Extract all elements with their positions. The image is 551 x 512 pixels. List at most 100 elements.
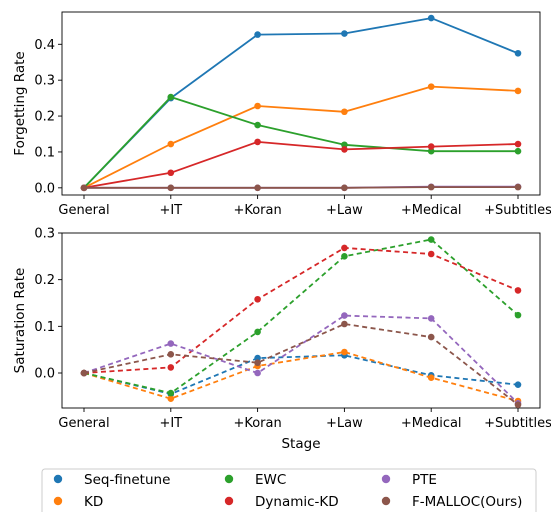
legend-marker: [381, 474, 391, 484]
data-point-seq-finetune: [341, 30, 348, 37]
y-axis-label: Saturation Rate: [12, 268, 28, 374]
legend-entry-ewc: EWC: [224, 472, 286, 488]
legend-entry-seq-finetune: Seq-finetune: [53, 472, 170, 488]
data-point-ewc: [341, 141, 348, 149]
data-point-dynamic-kd: [167, 169, 175, 177]
data-point-seq-finetune: [514, 49, 522, 57]
x-tick-label: General: [58, 203, 109, 218]
data-point-seq-finetune: [254, 31, 261, 38]
data-point-ewc: [427, 236, 435, 243]
x-tick-label: +Law: [326, 203, 363, 218]
y-tick-label: 0.2: [34, 110, 55, 125]
data-point-f-malloc-ours: [254, 184, 261, 192]
data-point-kd: [514, 87, 522, 95]
series-line-kd: [83, 351, 519, 402]
data-point-pte: [341, 312, 348, 319]
x-tick-label: +Koran: [233, 416, 281, 431]
data-point-kd: [167, 395, 175, 402]
series-kd: [80, 83, 522, 192]
data-point-kd: [427, 374, 435, 381]
series-line-seq-finetune: [83, 354, 519, 395]
x-axis-label: Stage: [281, 436, 320, 452]
series-dynamic-kd: [80, 138, 522, 192]
data-point-ewc: [514, 147, 522, 155]
y-tick-label: 0.0: [34, 181, 55, 196]
legend-entry-pte: PTE: [381, 472, 437, 488]
y-tick-label: 0.3: [34, 74, 55, 89]
data-point-kd: [167, 140, 175, 148]
x-tick-label: +Subtitles: [484, 416, 551, 431]
series-line-f-malloc-ours: [83, 323, 519, 406]
data-point-ewc: [514, 311, 522, 319]
data-point-f-malloc-ours: [427, 333, 435, 341]
legend-marker: [381, 496, 391, 506]
y-tick-label: 0.1: [34, 320, 55, 335]
x-tick-label: +IT: [159, 203, 182, 218]
series-line-kd: [83, 85, 519, 189]
y-tick-label: 0.1: [34, 145, 55, 160]
legend-box: [41, 468, 537, 512]
data-point-pte: [427, 315, 435, 322]
series-line-f-malloc-ours: [84, 186, 518, 189]
data-point-dynamic-kd: [167, 364, 175, 371]
legend-entry-kd: KD: [53, 494, 103, 510]
data-point-f-malloc-ours: [341, 184, 348, 192]
data-point-f-malloc-ours: [167, 184, 175, 192]
series-ewc: [80, 236, 522, 397]
series-line-seq-finetune: [83, 17, 519, 189]
legend-label: EWC: [255, 472, 286, 488]
legend-label: Seq-finetune: [84, 472, 170, 488]
data-point-dynamic-kd: [514, 287, 522, 294]
data-point-seq-finetune: [427, 14, 435, 22]
y-tick-label: 0.4: [34, 38, 55, 53]
saturation-rate-panel: 0.0 0.1 0.2 0.3 General +IT +Koran +Law +Medical…: [12, 227, 551, 453]
series-kd: [80, 348, 522, 405]
legend-entry-dynamic-kd: Dynamic-KD: [224, 494, 339, 510]
data-point-ewc: [254, 328, 261, 336]
data-point-kd: [254, 102, 261, 110]
x-tick-label: +Subtitles: [484, 203, 551, 218]
legend-marker: [53, 474, 63, 484]
series-line-ewc: [83, 96, 518, 189]
series-f-malloc-ours: [80, 320, 522, 409]
data-point-pte: [254, 369, 261, 377]
legend: Seq-finetune KD EWC Dynamic-KD PTE F-MALLOC(O…: [41, 468, 537, 512]
x-tick-label: +Law: [326, 416, 363, 431]
data-point-f-malloc-ours: [80, 369, 88, 377]
data-point-dynamic-kd: [514, 140, 522, 148]
series-f-malloc-ours: [80, 183, 522, 192]
data-point-f-malloc-ours: [341, 320, 348, 328]
legend-marker: [224, 474, 234, 484]
legend-label: Dynamic-KD: [255, 494, 339, 510]
data-point-ewc: [254, 121, 261, 129]
forgetting-rate-panel: 0.0 0.1 0.2 0.3 0.4 General +IT +Koran +Law +Medi…: [12, 11, 551, 218]
data-point-seq-finetune: [514, 381, 522, 388]
data-point-dynamic-kd: [254, 295, 261, 303]
data-point-dynamic-kd: [427, 143, 435, 150]
series-dynamic-kd: [80, 244, 522, 377]
x-tick-label: General: [58, 416, 109, 431]
data-point-dynamic-kd: [254, 138, 261, 146]
data-point-f-malloc-ours: [514, 183, 522, 191]
plot-frame: [61, 11, 541, 196]
data-point-ewc: [427, 147, 435, 155]
plot-frame: [61, 232, 541, 409]
legend-entry-f-malloc-ours: F-MALLOC(Ours): [381, 494, 522, 510]
data-point-f-malloc-ours: [514, 401, 522, 409]
data-point-ewc: [341, 253, 348, 260]
series-line-ewc: [83, 238, 519, 395]
data-point-ewc: [167, 389, 175, 397]
y-tick-label: 0.3: [34, 227, 55, 242]
y-axis-label: Forgetting Rate: [12, 51, 28, 155]
data-point-pte: [167, 340, 175, 347]
data-point-kd: [341, 108, 348, 116]
data-point-dynamic-kd: [341, 244, 348, 252]
legend-label: PTE: [412, 472, 437, 488]
y-tick-label: 0.2: [34, 273, 55, 288]
x-tick-label: +Medical: [401, 203, 462, 218]
data-point-seq-finetune: [254, 354, 261, 362]
legend-label: F-MALLOC(Ours): [412, 494, 522, 510]
data-point-f-malloc-ours: [167, 351, 175, 358]
series-line-dynamic-kd: [83, 246, 519, 374]
